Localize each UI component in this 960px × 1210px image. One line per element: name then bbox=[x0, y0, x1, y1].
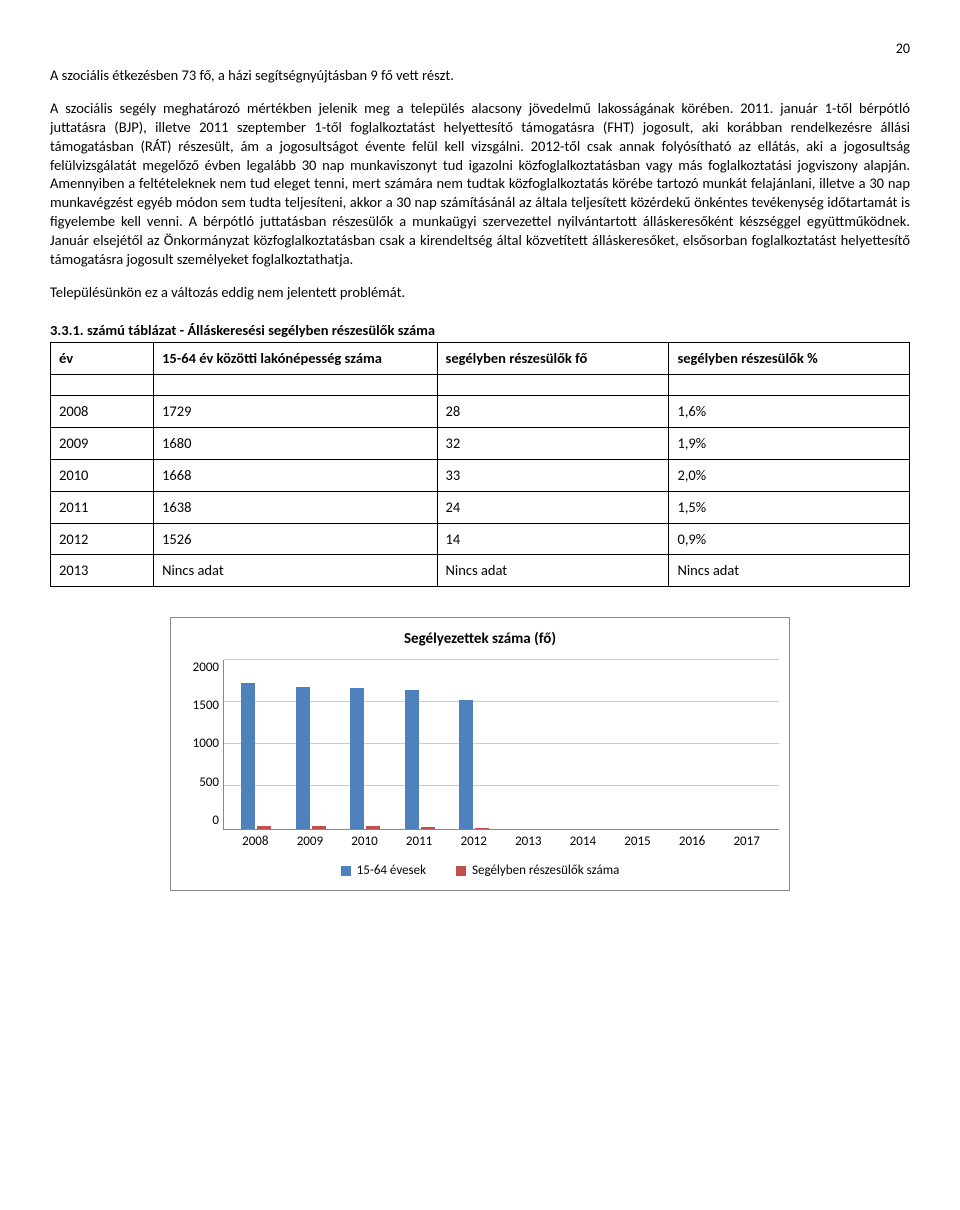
cell: Nincs adat bbox=[437, 555, 669, 587]
bar bbox=[350, 688, 364, 829]
x-label: 2015 bbox=[610, 834, 665, 851]
legend-label: 15-64 évesek bbox=[357, 863, 426, 880]
cell: 1680 bbox=[154, 428, 437, 460]
ytick: 1500 bbox=[181, 698, 219, 715]
table-header-pop: 15-64 év közötti lakónépesség száma bbox=[154, 343, 437, 375]
bar-group bbox=[502, 660, 557, 829]
table-header-pct: segélyben részesülők % bbox=[669, 343, 910, 375]
cell: Nincs adat bbox=[154, 555, 437, 587]
cell: 0,9% bbox=[669, 523, 910, 555]
bar-group bbox=[611, 660, 666, 829]
cell: 2008 bbox=[51, 396, 154, 428]
cell: 1729 bbox=[154, 396, 437, 428]
cell: 28 bbox=[437, 396, 669, 428]
legend-item: 15-64 évesek bbox=[341, 863, 426, 880]
bar bbox=[421, 827, 435, 829]
bar-group bbox=[447, 660, 502, 829]
bar bbox=[366, 826, 380, 829]
plot-area bbox=[223, 660, 779, 830]
table-row: 2013 Nincs adat Nincs adat Nincs adat bbox=[51, 555, 910, 587]
chart-title: Segélyezettek száma (fő) bbox=[181, 630, 779, 650]
bar-group bbox=[229, 660, 284, 829]
x-label: 2009 bbox=[283, 834, 338, 851]
cell: 2012 bbox=[51, 523, 154, 555]
x-label: 2010 bbox=[337, 834, 392, 851]
chart-container: Segélyezettek száma (fő) 2000 1500 1000 … bbox=[170, 617, 790, 890]
ytick: 0 bbox=[181, 813, 219, 830]
x-label: 2016 bbox=[665, 834, 720, 851]
cell: 2,0% bbox=[669, 459, 910, 491]
bar-group bbox=[338, 660, 393, 829]
x-label: 2012 bbox=[446, 834, 501, 851]
legend-swatch bbox=[341, 866, 351, 876]
cell: 2013 bbox=[51, 555, 154, 587]
x-label: 2008 bbox=[228, 834, 283, 851]
bar bbox=[459, 700, 473, 829]
legend: 15-64 évesek Segélyben részesülők száma bbox=[181, 863, 779, 880]
ytick: 1000 bbox=[181, 736, 219, 753]
cell: 14 bbox=[437, 523, 669, 555]
bar-group bbox=[284, 660, 339, 829]
x-axis: 2008200920102011201220132014201520162017 bbox=[223, 830, 779, 851]
table-row: 2008 1729 28 1,6% bbox=[51, 396, 910, 428]
y-axis: 2000 1500 1000 500 0 bbox=[181, 660, 223, 830]
paragraph-2: A szociális segély meghatározó mértékben… bbox=[50, 99, 910, 269]
paragraph-1: A szociális étkezésben 73 fő, a házi seg… bbox=[50, 66, 910, 85]
table-row: 2009 1680 32 1,9% bbox=[51, 428, 910, 460]
cell: 33 bbox=[437, 459, 669, 491]
legend-item: Segélyben részesülők száma bbox=[456, 863, 619, 880]
bar bbox=[257, 826, 271, 828]
page-number: 20 bbox=[50, 40, 910, 58]
table-row: 2011 1638 24 1,5% bbox=[51, 491, 910, 523]
bar-group bbox=[556, 660, 611, 829]
ytick: 2000 bbox=[181, 660, 219, 677]
cell: 1668 bbox=[154, 459, 437, 491]
cell: 2009 bbox=[51, 428, 154, 460]
cell: 2011 bbox=[51, 491, 154, 523]
bar-group bbox=[393, 660, 448, 829]
legend-label: Segélyben részesülők száma bbox=[472, 863, 619, 880]
x-label: 2011 bbox=[392, 834, 447, 851]
bar bbox=[405, 690, 419, 828]
x-label: 2014 bbox=[556, 834, 611, 851]
cell: 1,6% bbox=[669, 396, 910, 428]
legend-swatch bbox=[456, 866, 466, 876]
x-label: 2013 bbox=[501, 834, 556, 851]
cell: 1526 bbox=[154, 523, 437, 555]
cell: 24 bbox=[437, 491, 669, 523]
x-label: 2017 bbox=[719, 834, 774, 851]
bar bbox=[241, 683, 255, 829]
cell: 2010 bbox=[51, 459, 154, 491]
bar bbox=[475, 828, 489, 829]
table-header-year: év bbox=[51, 343, 154, 375]
table-title: 3.3.1. számú táblázat - Álláskeresési se… bbox=[50, 321, 910, 340]
cell: 1,5% bbox=[669, 491, 910, 523]
paragraph-3: Településünkön ez a változás eddig nem j… bbox=[50, 283, 910, 302]
cell: 1638 bbox=[154, 491, 437, 523]
ytick: 500 bbox=[181, 775, 219, 792]
bar bbox=[296, 687, 310, 829]
cell: Nincs adat bbox=[669, 555, 910, 587]
cell: 1,9% bbox=[669, 428, 910, 460]
bar-group bbox=[720, 660, 775, 829]
bar-group bbox=[665, 660, 720, 829]
table-header-count: segélyben részesülők fő bbox=[437, 343, 669, 375]
data-table: év 15-64 év közötti lakónépesség száma s… bbox=[50, 342, 910, 587]
cell: 32 bbox=[437, 428, 669, 460]
table-row: 2012 1526 14 0,9% bbox=[51, 523, 910, 555]
table-row: 2010 1668 33 2,0% bbox=[51, 459, 910, 491]
bar bbox=[312, 826, 326, 829]
